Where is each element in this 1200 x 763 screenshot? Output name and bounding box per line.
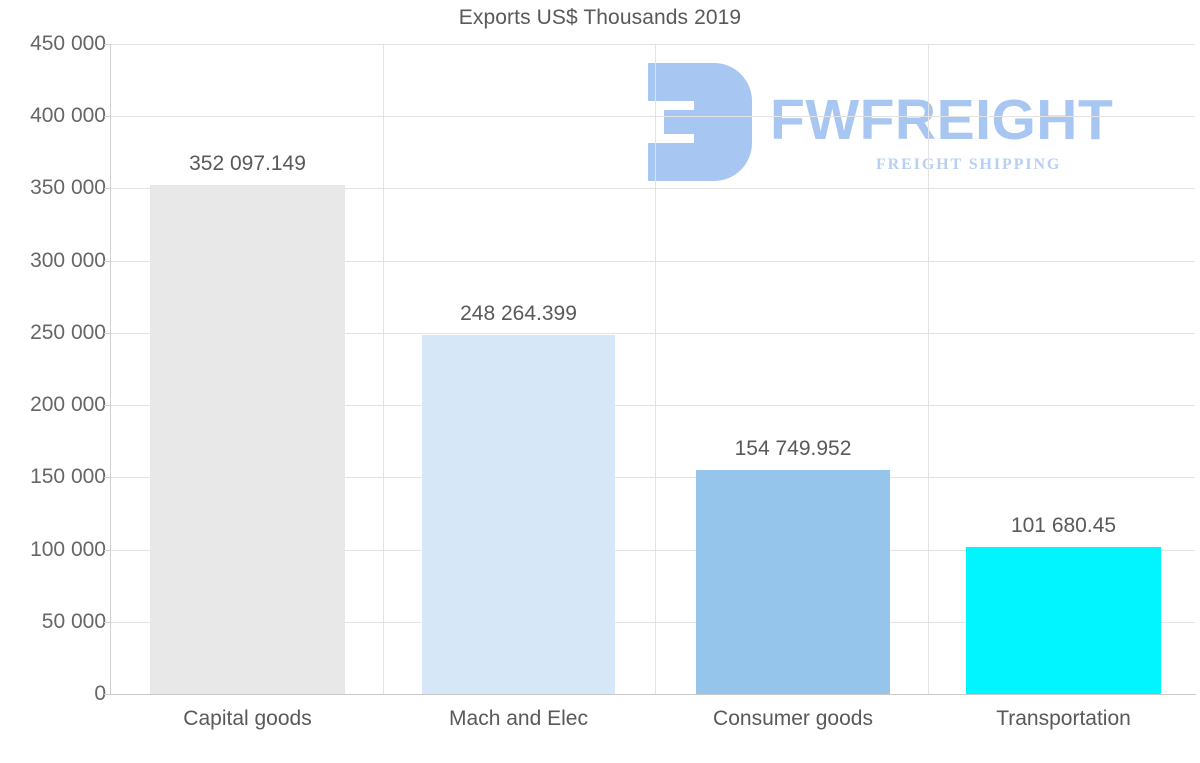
x-axis-line [110, 694, 1196, 695]
y-axis-tick-mark [104, 621, 110, 623]
gridline-horizontal [110, 405, 1195, 407]
gridline-vertical [383, 44, 384, 694]
y-axis-tick-mark [104, 405, 110, 407]
y-axis-tick-mark [104, 260, 110, 262]
gridline-horizontal [110, 44, 1195, 45]
y-axis-tick-label: 100 000 [30, 537, 106, 561]
chart-title: Exports US$ Thousands 2019 [458, 6, 742, 29]
x-axis-category-label: Mach and Elec [449, 707, 588, 730]
y-axis-tick-label: 300 000 [30, 248, 106, 272]
bar-transportation[interactable] [966, 547, 1161, 694]
gridline-horizontal [110, 116, 1195, 118]
y-axis-tick-label: 450 000 [30, 32, 106, 55]
gridline-horizontal [110, 621, 1195, 623]
y-axis-tick-mark [104, 694, 110, 695]
x-axis-category-label: Capital goods [183, 707, 312, 730]
y-axis-tick-label: 0 [94, 682, 106, 705]
y-axis-tick-label: 350 000 [30, 176, 106, 200]
gridline-horizontal [110, 260, 1195, 262]
bar-mach-and-elec[interactable] [422, 335, 615, 694]
y-axis-tick-mark [104, 332, 110, 334]
bar-value-label: 352 097.149 [189, 152, 306, 176]
bar-value-label: 154 749.952 [734, 437, 852, 461]
y-axis-tick-label: 200 000 [30, 393, 106, 417]
gridline-horizontal [110, 477, 1195, 479]
gridline-horizontal [110, 332, 1195, 334]
x-axis-category-label: Consumer goods [713, 707, 873, 730]
y-axis-tick-mark [104, 477, 110, 479]
y-axis-tick-mark [104, 549, 110, 551]
gridline-horizontal [110, 188, 1195, 190]
y-axis-line [110, 44, 111, 695]
bar-capital-goods[interactable] [150, 185, 345, 694]
bar-consumer-goods[interactable] [696, 470, 890, 694]
y-axis-tick-mark [104, 116, 110, 118]
y-axis-tick-label: 250 000 [30, 320, 106, 344]
gridline-horizontal [110, 549, 1195, 551]
y-axis-tick-label: 150 000 [30, 465, 106, 489]
gridline-vertical [928, 44, 929, 694]
x-axis-category-label: Transportation [996, 707, 1131, 730]
y-axis-tick-label: 400 000 [30, 104, 106, 128]
bar-value-label: 101 680.45 [1010, 514, 1117, 538]
y-axis-tick-mark [104, 44, 110, 45]
y-axis-tick-label: 50 000 [41, 609, 106, 633]
gridline-vertical [655, 44, 656, 694]
bar-value-label: 248 264.399 [460, 302, 577, 326]
y-axis-tick-mark [104, 188, 110, 190]
